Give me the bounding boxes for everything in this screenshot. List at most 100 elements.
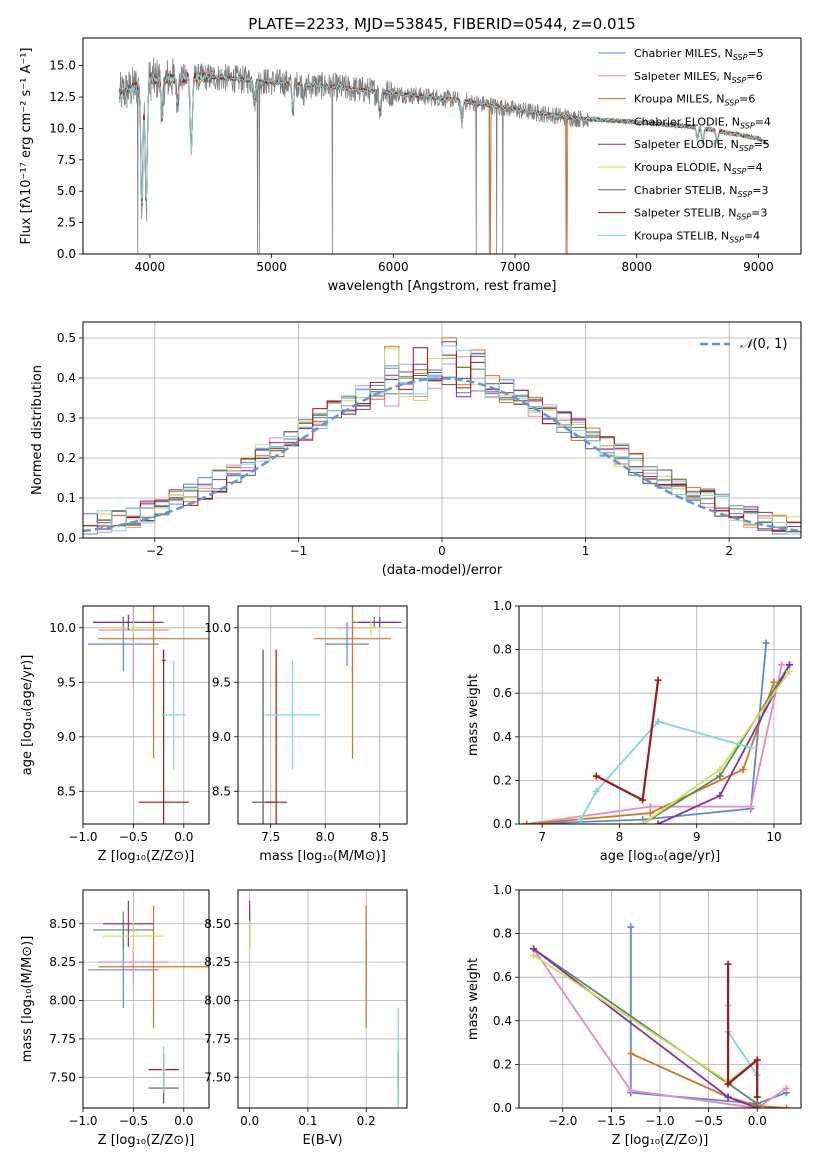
x-axis-label: E(B-V): [302, 1133, 342, 1148]
x-axis-label: Z [log₁₀(Z/Z⊙)]: [98, 1133, 195, 1148]
x-axis-label: mass [log₁₀(M/M⊙)]: [259, 849, 386, 864]
x-axis-label: (data-model)/error: [382, 563, 503, 578]
legend-label-gaussian-args: (0, 1): [752, 337, 787, 352]
legend-label-count: =3: [751, 207, 767, 220]
y-tick-label: 7.5: [57, 153, 76, 167]
mass-weight-vs-metallicity-panel: −2.0 −1.5 −1.0 −0.5 0.0 0.0 0.2 0.4 0.6 0.8 1.0 Z […: [466, 883, 802, 1148]
series-line-salp_stelib: [595, 679, 660, 802]
series-marker-salp_stelib: [639, 796, 647, 804]
y-tick-label: 8.5: [57, 784, 76, 798]
series-line-krou_elodie: [642, 670, 791, 824]
x-tick-label: −1: [290, 544, 308, 558]
y-axis-label: Flux [fλ10⁻¹⁷ erg cm⁻² s⁻¹ A⁻¹]: [19, 48, 34, 245]
series-marker-krou_stelib: [747, 744, 755, 752]
series-marker-chab_miles: [762, 639, 770, 647]
x-tick-label: −2.0: [548, 1114, 577, 1128]
y-tick-label: 8.00: [204, 994, 231, 1008]
model-spectrum-line-salp_miles: [119, 70, 767, 202]
series-marker-salp_stelib: [753, 1093, 761, 1101]
series-line-chab_elodie: [533, 948, 758, 1105]
y-tick-label: 0.6: [493, 686, 512, 700]
y-axis-label: mass weight: [466, 958, 481, 1040]
legend-label-krou_miles: Kroupa MILES, NSSP=6: [634, 93, 755, 108]
y-tick-label: 0.2: [57, 451, 76, 465]
x-tick-label: −0.5: [694, 1114, 723, 1128]
series-marker-salp_stelib: [724, 960, 732, 968]
y-tick-label: 1.0: [493, 883, 512, 897]
y-tick-label: 0.4: [57, 371, 76, 385]
y-tick-label: 0.1: [57, 491, 76, 505]
x-tick-label: −2: [146, 544, 164, 558]
y-tick-label: 9.0: [212, 730, 231, 744]
errorbar-plot-area: [88, 606, 209, 824]
errorbar-plot-area: [252, 606, 402, 824]
x-tick-label: 9: [693, 830, 701, 844]
x-tick-label: 8000: [621, 260, 652, 274]
y-tick-label: 0.0: [493, 1101, 512, 1115]
legend-label-count: =5: [754, 138, 770, 151]
series-line-krou_stelib: [580, 720, 752, 821]
spectrum-panel: 4000 5000 6000 7000 8000 9000 0.0 2.5 5.0 7.5 10.0…: [19, 37, 802, 294]
y-tick-label: 10.0: [204, 621, 231, 635]
legend-label-subscript: SSP: [733, 53, 748, 62]
y-tick-label: 8.00: [49, 994, 76, 1008]
y-tick-label: 9.5: [57, 675, 76, 689]
y-tick-label: 10.0: [49, 621, 76, 635]
y-tick-label: 0.6: [493, 970, 512, 984]
legend-label-subscript: SSP: [739, 144, 754, 153]
mass-vs-metallicity-panel: −1.0 −0.5 0.0 7.50 7.75 8.00 8.25 8.50 Z [log₁₀(…: [20, 889, 210, 1148]
mass-weight-vs-age-panel: 7 8 9 10 0.0 0.2 0.4 0.6 0.8 1.0 age [log₁₀(age/yr…: [466, 599, 802, 864]
legend-label-subscript: SSP: [740, 121, 755, 130]
x-tick-label: 0.2: [357, 1114, 376, 1128]
series-marker-krou_elodie: [785, 667, 793, 675]
histogram-step-krou_stelib: [83, 345, 801, 535]
series-marker-salp_elodie: [724, 1093, 732, 1101]
x-axis-label: age [log₁₀(age/yr)]: [600, 849, 721, 864]
series-marker-krou_miles: [770, 678, 778, 686]
series-marker-krou_stelib: [654, 718, 662, 726]
series-line-salp_stelib: [726, 964, 759, 1098]
x-tick-label: 9000: [743, 260, 774, 274]
series-line-krou_miles: [526, 681, 775, 824]
y-axis-label: age [log₁₀(age/yr)]: [20, 655, 35, 776]
legend-label-count: =6: [746, 70, 762, 83]
legend-label-salp_stelib: Salpeter STELIB, NSSP=3: [634, 207, 767, 222]
legend-label-subscript: SSP: [736, 213, 751, 222]
residual-histogram-panel: −2 −1 0 1 2 0.0 0.1 0.2 0.3 0.4 0.5 (data-model)/er…: [30, 321, 802, 578]
series-marker-salp_elodie: [530, 945, 538, 953]
series-marker-salp_miles: [646, 803, 654, 811]
series-line-salp_miles: [532, 948, 787, 1108]
y-tick-label: 0.0: [493, 817, 512, 831]
age-vs-mass-panel: 7.5 8.0 8.5 8.5 9.0 9.5 10.0 mass [log₁₀(M/M⊙)]: [204, 605, 408, 864]
x-tick-label: 4000: [135, 260, 166, 274]
y-tick-label: 0.4: [493, 730, 512, 744]
legend-label-krou_elodie: Kroupa ELODIE, NSSP=4: [634, 161, 763, 176]
line-plot-area: [530, 923, 790, 1108]
series-marker-chab_miles: [627, 923, 635, 931]
x-tick-label: 10: [766, 830, 781, 844]
x-axis-label: Z [log₁₀(Z/Z⊙)]: [612, 1133, 709, 1148]
x-tick-label: 8: [616, 830, 624, 844]
series-marker-salp_stelib: [592, 772, 600, 780]
x-tick-label: 8.0: [316, 830, 335, 844]
series-marker-salp_elodie: [654, 820, 662, 824]
legend-label-subscript: SSP: [738, 190, 753, 199]
series-marker-salp_miles: [778, 661, 786, 669]
x-tick-label: 0.0: [174, 830, 193, 844]
x-axis-label: Z [log₁₀(Z/Z⊙)]: [98, 849, 195, 864]
x-tick-label: 7000: [500, 260, 531, 274]
spectrum-plot-area: [119, 57, 768, 254]
y-tick-label: 8.50: [204, 917, 231, 931]
series-marker-krou_elodie: [530, 951, 538, 959]
y-tick-label: 5.0: [57, 184, 76, 198]
axes-frame: [237, 889, 408, 1109]
x-tick-label: −1.5: [597, 1114, 626, 1128]
series-marker-krou_miles: [782, 1104, 790, 1108]
axes-frame: [82, 605, 210, 825]
series-marker-salp_elodie: [785, 661, 793, 669]
x-tick-label: −0.5: [119, 830, 148, 844]
model-spectrum-line-krou_stelib: [119, 72, 766, 200]
series-marker-krou_stelib: [592, 787, 600, 795]
y-tick-label: 7.50: [49, 1070, 76, 1084]
series-marker-krou_elodie: [716, 766, 724, 773]
